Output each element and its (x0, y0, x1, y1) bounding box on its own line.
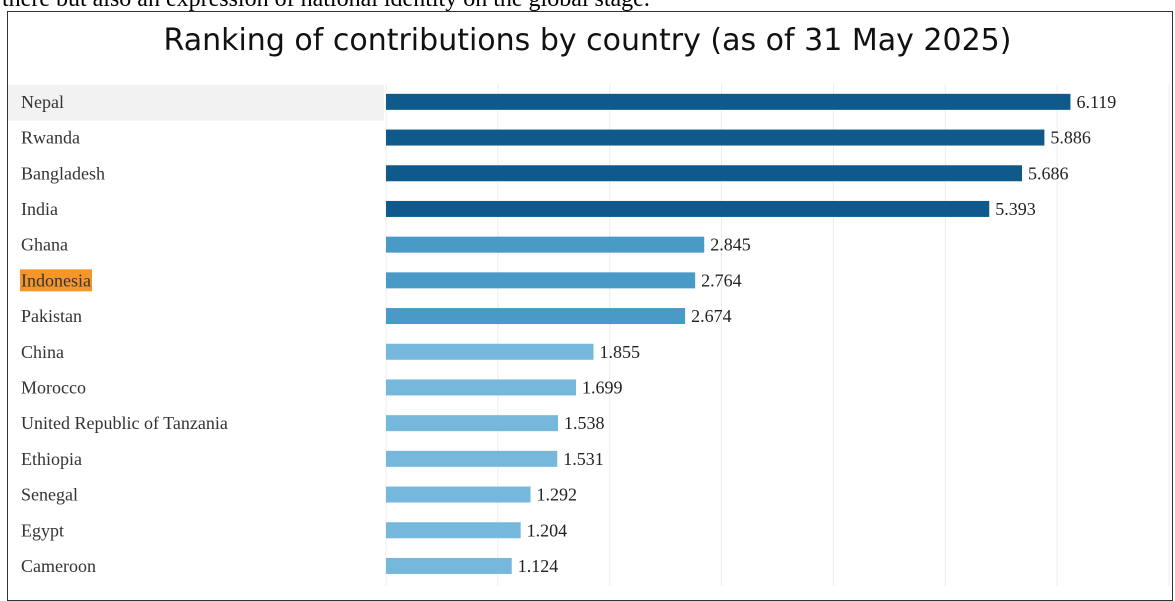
bar[interactable] (386, 93, 1071, 110)
category-label[interactable]: Egypt (21, 520, 64, 540)
value-label: 1.531 (563, 449, 604, 469)
value-label: 5.686 (1028, 163, 1069, 183)
bar[interactable] (386, 379, 577, 396)
selected-row-highlight (8, 85, 384, 121)
value-label: 1.204 (527, 520, 568, 540)
value-label: 1.699 (582, 377, 623, 397)
bar[interactable] (386, 450, 558, 467)
category-label[interactable]: Cameroon (21, 556, 96, 576)
bar[interactable] (386, 486, 531, 503)
bar[interactable] (386, 200, 990, 217)
bar[interactable] (386, 522, 521, 539)
category-label[interactable]: Indonesia (21, 270, 91, 290)
value-label: 2.674 (691, 306, 732, 326)
value-label: 5.393 (995, 199, 1036, 219)
bar[interactable] (386, 415, 559, 432)
bar[interactable] (386, 308, 686, 325)
category-label[interactable]: Morocco (21, 377, 86, 397)
category-label[interactable]: Ethiopia (21, 449, 82, 469)
category-label[interactable]: Pakistan (21, 306, 82, 326)
value-label: 5.886 (1050, 128, 1091, 148)
bar[interactable] (386, 343, 594, 360)
category-label[interactable]: China (21, 342, 64, 362)
bar-chart: Nepal 6.119 Rwanda 5.886 Bangladesh 5.686 Indi… (8, 84, 1170, 586)
category-label[interactable]: Bangladesh (21, 163, 105, 183)
value-label: 2.764 (701, 270, 742, 290)
category-label[interactable]: Rwanda (21, 128, 80, 148)
value-label: 1.855 (599, 342, 640, 362)
value-label: 6.119 (1076, 92, 1116, 112)
bar[interactable] (386, 129, 1045, 146)
category-label[interactable]: Senegal (21, 485, 78, 505)
bar[interactable] (386, 557, 512, 574)
category-highlight (20, 269, 92, 292)
bar[interactable] (386, 272, 696, 289)
value-label: 1.292 (537, 485, 578, 505)
value-label: 2.845 (710, 235, 751, 255)
category-label[interactable]: Nepal (21, 92, 64, 112)
chart-title: Ranking of contributions by country (as … (163, 23, 1012, 58)
value-label: 1.538 (564, 413, 605, 433)
bar[interactable] (386, 236, 705, 253)
page-snippet-text: there but also an expression of national… (0, 0, 1175, 11)
bar[interactable] (386, 165, 1023, 182)
value-label: 1.124 (518, 556, 559, 576)
category-label[interactable]: Ghana (21, 235, 68, 255)
category-label[interactable]: United Republic of Tanzania (21, 413, 228, 433)
category-label[interactable]: India (21, 199, 58, 219)
